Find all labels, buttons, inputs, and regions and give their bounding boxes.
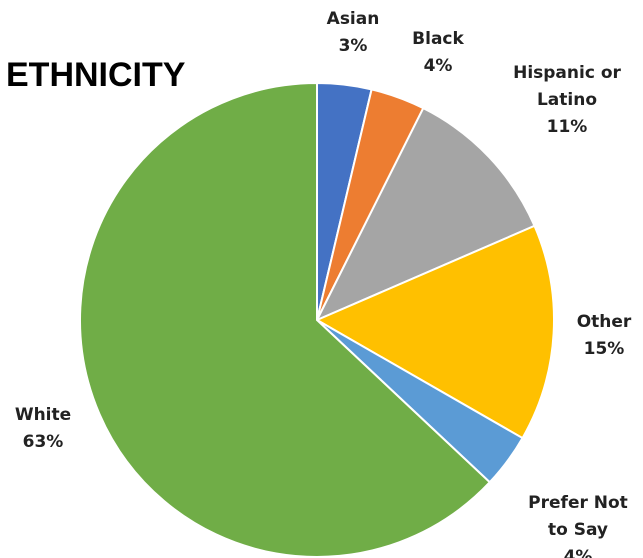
data-label-category: to Say	[548, 520, 608, 540]
data-label-category: White	[15, 405, 71, 425]
data-labels: Asian 3% Black 4% Hispanic or Latino 11% Other 1…	[15, 9, 632, 558]
data-label-percent: 3%	[339, 36, 368, 56]
data-label-category: Hispanic or	[513, 63, 621, 83]
data-label-category: Prefer Not	[528, 493, 628, 513]
data-label-white: White 63%	[15, 405, 71, 452]
data-label-hispanic-or-latino: Hispanic or Latino 11%	[513, 63, 621, 137]
data-label-category: Latino	[537, 90, 597, 110]
data-label-percent: 63%	[23, 432, 64, 452]
chart-title: ETHNICITY	[6, 56, 186, 94]
slice-hispanic-or-latino	[314, 106, 536, 323]
data-label-black: Black 4%	[412, 29, 464, 76]
data-label-percent: 11%	[547, 117, 588, 137]
data-label-category: Other	[577, 312, 632, 332]
slice-white	[79, 81, 492, 558]
data-label-asian: Asian 3%	[327, 9, 380, 56]
pie-slices	[79, 81, 555, 558]
data-label-category: Black	[412, 29, 464, 49]
data-label-percent: 15%	[584, 339, 625, 359]
slice-other	[314, 224, 555, 440]
data-label-other: Other 15%	[577, 312, 632, 359]
data-label-prefer-not-to-say: Prefer Not to Say 4%	[528, 493, 628, 558]
data-label-percent: 4%	[564, 547, 593, 558]
data-label-category: Asian	[327, 9, 380, 29]
data-label-percent: 4%	[424, 56, 453, 76]
